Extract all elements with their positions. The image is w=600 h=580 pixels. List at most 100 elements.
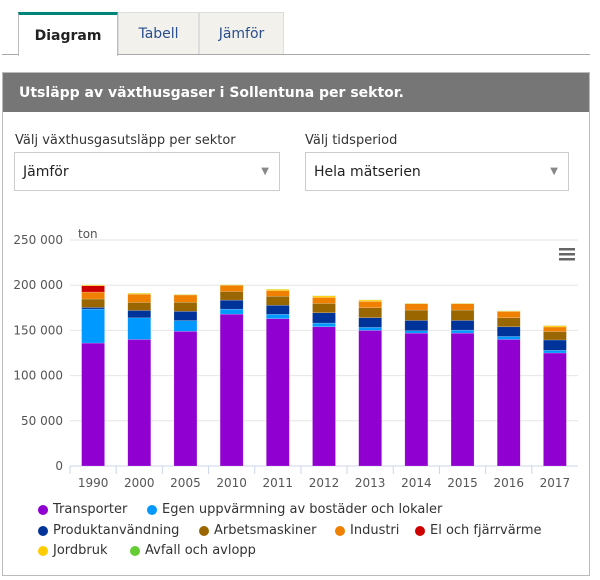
bar-segment [450, 309, 475, 321]
bar-segment [496, 317, 521, 328]
bar-segment [312, 322, 336, 328]
bar-segment [358, 327, 382, 331]
bar-segment [173, 331, 198, 467]
y-tick-label: 0 [55, 459, 63, 473]
bar-segment [127, 310, 152, 319]
legend-label: Produktanvändning [53, 523, 180, 538]
y-tick-label: 200 000 [13, 278, 63, 292]
legend-dot-icon [38, 545, 48, 556]
bar-segment [219, 313, 244, 467]
x-tick-label: 2017 [540, 476, 571, 490]
tab-divider [2, 54, 590, 55]
legend-dot-icon [38, 525, 48, 536]
x-tick-label: 2005 [170, 476, 201, 490]
bar-segment [496, 339, 521, 467]
bar-segment [312, 297, 336, 304]
bar-segment [219, 308, 244, 315]
bar-segment [404, 332, 429, 467]
bar-segment [358, 307, 382, 318]
y-tick-label: 100 000 [13, 369, 63, 383]
bar-segment [358, 330, 382, 467]
x-tick-label: 2000 [124, 476, 155, 490]
period-select[interactable]: Hela mätserien ▼ [305, 152, 569, 191]
bar-segment [404, 303, 429, 311]
sector-label: Välj växthusgasutsläpp per sektor [15, 133, 236, 148]
legend-dot-icon [130, 545, 140, 556]
bar-segment [450, 320, 475, 331]
bar-segment [543, 326, 567, 332]
bar-segment [450, 329, 475, 334]
legend-label: Industri [350, 523, 400, 538]
bar-segment [404, 309, 429, 321]
hamburger-menu-icon[interactable] [559, 248, 575, 261]
x-tick-label: 2011 [263, 476, 294, 490]
legend-item[interactable]: Transporter [38, 502, 127, 517]
legend-dot-icon [335, 525, 345, 536]
bar-segment [266, 305, 290, 315]
bar-segment [358, 317, 382, 328]
bar-segment [358, 301, 382, 308]
tab-jamfor[interactable]: Jämför [199, 12, 284, 54]
bar-segment [496, 336, 521, 340]
bar-segment [81, 308, 105, 344]
bar-segment [81, 298, 105, 308]
legend-item[interactable]: Avfall och avlopp [130, 543, 256, 558]
legend-item[interactable]: Arbetsmaskiner [199, 523, 316, 538]
x-tick-label: 2012 [309, 476, 340, 490]
bar-segment [127, 339, 152, 467]
bar-segment [450, 303, 475, 311]
legend-label: Jordbruk [53, 543, 108, 558]
bar-segment [266, 318, 290, 467]
sector-select[interactable]: Jämför ▼ [14, 152, 280, 191]
bar-segment [127, 292, 152, 295]
bar-segment [358, 299, 382, 302]
bar-segment [173, 311, 198, 321]
bar-segment [496, 311, 521, 318]
x-tick-label: 2013 [355, 476, 386, 490]
bar-segment [173, 320, 198, 332]
bar-segment [81, 284, 105, 286]
x-tick-label: 2015 [447, 476, 478, 490]
legend-label: Transporter [53, 502, 128, 517]
bar-segment [81, 291, 105, 300]
y-tick-label: 250 000 [13, 233, 63, 247]
bar-segment [219, 284, 244, 292]
bar-segment [312, 326, 336, 467]
tab-tabell[interactable]: Tabell [118, 12, 199, 54]
bar-segment [543, 352, 567, 467]
legend-label: Avfall och avlopp [145, 543, 256, 558]
bar-segment [266, 295, 290, 306]
bar-segment [543, 331, 567, 341]
bar-segment [81, 342, 105, 467]
bar-segment [312, 312, 336, 324]
dropdown-arrow-icon: ▼ [550, 166, 558, 177]
bar-segment [219, 299, 244, 310]
y-axis-unit: ton [78, 227, 98, 241]
bar-segment [173, 302, 198, 312]
bar-segment [266, 289, 290, 291]
bar-segment [496, 326, 521, 337]
period-label: Välj tidsperiod [305, 133, 398, 148]
bar-segment [312, 303, 336, 314]
bar-segment [127, 317, 152, 340]
sector-select-value: Jämför [23, 163, 69, 180]
legend-item[interactable]: Industri [335, 523, 399, 538]
legend-item[interactable]: Egen uppvärmning av bostäder och lokaler [147, 502, 442, 517]
legend-item[interactable]: El och fjärrvärme [415, 523, 541, 538]
tab-diagram[interactable]: Diagram [18, 12, 118, 56]
bar-segment [404, 330, 429, 334]
legend-item[interactable]: Produktanvändning [38, 523, 179, 538]
y-tick-label: 150 000 [13, 323, 63, 337]
x-tick-label: 2014 [401, 476, 432, 490]
legend-label: Egen uppvärmning av bostäder och lokaler [162, 502, 443, 517]
bar-segment [404, 320, 429, 332]
panel-title: Utsläpp av växthusgaser i Sollentuna per… [3, 73, 589, 112]
legend-dot-icon [415, 525, 425, 536]
legend-item[interactable]: Jordbruk [38, 543, 108, 558]
bar-segment [450, 332, 475, 467]
bar-segment [173, 294, 198, 303]
x-tick-label: 2010 [216, 476, 247, 490]
legend-label: El och fjärrvärme [430, 523, 542, 538]
bar-segment [127, 302, 152, 311]
